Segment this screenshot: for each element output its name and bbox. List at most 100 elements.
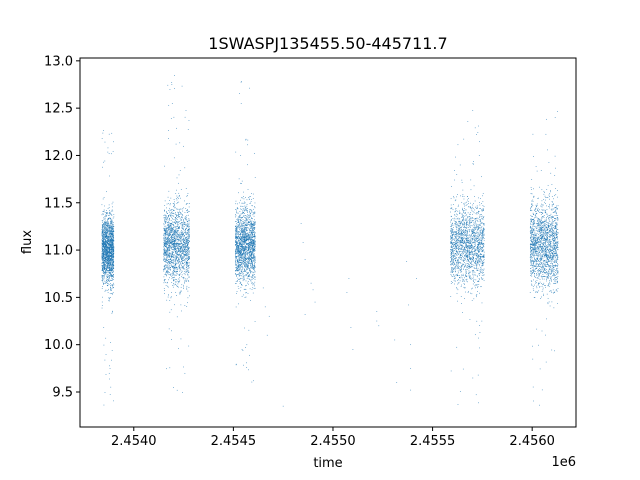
data-point	[105, 247, 106, 249]
data-point	[186, 287, 188, 289]
data-point	[166, 211, 168, 212]
data-point	[164, 221, 166, 222]
data-point	[183, 278, 185, 280]
data-point	[237, 260, 239, 261]
data-point	[167, 243, 168, 245]
data-point	[235, 266, 237, 268]
data-point	[106, 213, 108, 214]
data-point	[242, 226, 244, 227]
data-point	[236, 236, 237, 237]
data-point	[244, 242, 246, 244]
data-point	[103, 283, 104, 284]
data-point	[102, 296, 103, 298]
data-point	[108, 251, 109, 253]
data-point	[167, 228, 168, 230]
data-point	[163, 279, 165, 281]
data-point	[113, 276, 114, 277]
data-point	[107, 219, 108, 220]
data-point	[167, 270, 169, 272]
data-point	[107, 251, 109, 252]
data-point	[102, 281, 104, 283]
data-point	[113, 236, 114, 238]
data-point	[101, 247, 103, 248]
data-point	[101, 258, 103, 259]
data-point	[186, 233, 187, 235]
data-point	[110, 225, 112, 226]
data-point	[252, 266, 253, 267]
data-point	[163, 253, 165, 254]
data-point	[166, 230, 167, 231]
data-point	[253, 236, 255, 238]
data-point	[241, 197, 243, 199]
data-point	[187, 223, 189, 225]
data-point	[253, 243, 254, 244]
data-point	[167, 248, 169, 249]
data-point	[188, 222, 190, 224]
data-point	[175, 217, 177, 219]
data-point	[108, 239, 109, 241]
data-point	[250, 255, 251, 257]
data-point	[169, 256, 170, 257]
data-point	[165, 215, 167, 217]
data-point	[237, 231, 238, 233]
data-point	[106, 225, 108, 227]
data-point	[163, 239, 165, 241]
data-point	[178, 232, 180, 234]
data-point	[173, 268, 174, 270]
data-point	[186, 265, 188, 267]
data-point	[246, 235, 248, 237]
data-point	[168, 261, 170, 263]
data-point	[250, 248, 252, 250]
data-point	[244, 288, 246, 290]
data-point	[165, 233, 166, 235]
data-point	[112, 228, 114, 230]
data-point	[182, 244, 183, 246]
data-point	[178, 228, 180, 229]
data-point	[235, 215, 237, 217]
data-point	[237, 245, 238, 246]
data-point	[165, 274, 167, 275]
data-point	[252, 229, 253, 230]
data-point	[108, 270, 110, 271]
data-point	[243, 253, 244, 255]
data-point	[252, 193, 254, 195]
data-point	[244, 246, 245, 248]
data-point	[108, 232, 110, 234]
data-point	[164, 226, 166, 227]
data-point	[170, 254, 172, 256]
data-point	[111, 274, 112, 276]
data-point	[239, 272, 241, 274]
data-point	[239, 245, 241, 247]
data-point	[109, 262, 111, 263]
data-point	[246, 223, 248, 225]
data-point	[241, 239, 243, 240]
data-point	[180, 213, 182, 214]
data-point	[113, 253, 115, 254]
data-point	[113, 216, 115, 218]
data-point	[173, 272, 174, 274]
data-point	[111, 232, 112, 234]
data-point	[245, 235, 247, 237]
data-point	[165, 284, 167, 286]
data-point	[249, 216, 251, 218]
data-point	[252, 231, 253, 233]
data-point	[238, 266, 239, 268]
data-point	[111, 234, 112, 236]
data-point	[175, 267, 177, 268]
data-point	[251, 246, 252, 248]
data-point	[181, 250, 183, 252]
data-point	[176, 221, 177, 223]
data-point	[236, 226, 238, 228]
data-point	[108, 249, 110, 251]
data-point	[241, 295, 243, 297]
data-point	[104, 241, 106, 243]
data-point	[184, 243, 186, 245]
data-point	[244, 236, 246, 238]
data-point	[113, 247, 115, 249]
data-point	[243, 261, 245, 263]
data-point	[109, 235, 111, 237]
data-point	[239, 217, 241, 218]
data-point	[163, 240, 165, 241]
data-point	[102, 238, 104, 240]
data-point	[181, 249, 183, 251]
